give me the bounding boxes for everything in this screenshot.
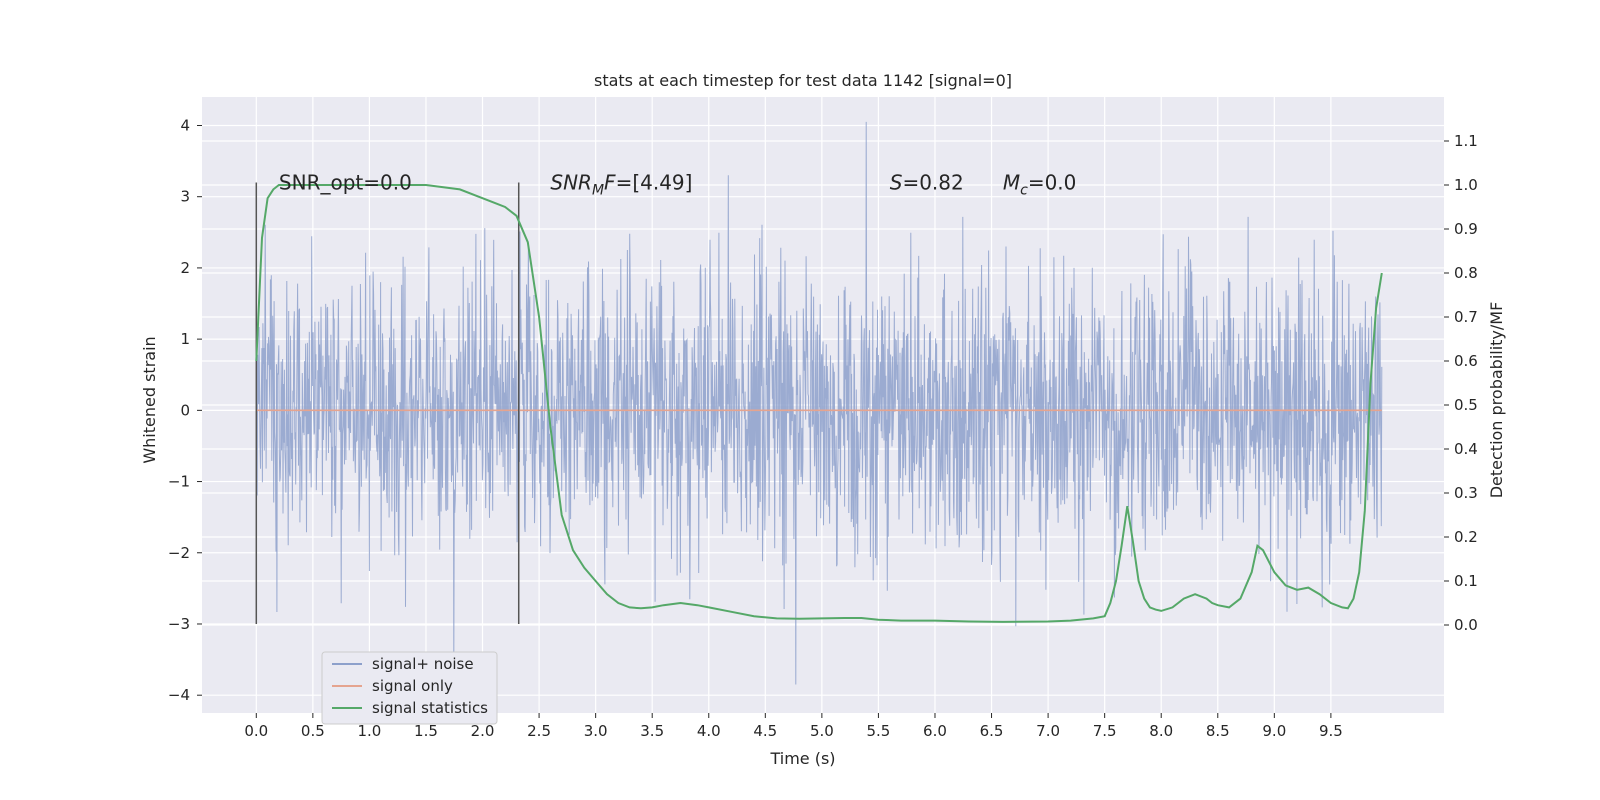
y-tick-label-1: −3 — [168, 615, 190, 633]
x-tick-label-17: 8.5 — [1206, 722, 1230, 740]
y-tick-label-4: 0 — [180, 401, 190, 419]
x-tick-label-1: 0.5 — [301, 722, 325, 740]
x-tick-label-2: 1.0 — [357, 722, 381, 740]
y2-tick-label-3: 0.3 — [1454, 484, 1478, 502]
y-right-axis-label: Detection probability/MF — [1487, 302, 1506, 499]
x-tick-label-12: 6.0 — [923, 722, 947, 740]
annotation-2: S=0.82 — [890, 170, 964, 194]
y-tick-label-7: 3 — [180, 188, 190, 206]
x-tick-label-9: 4.5 — [753, 722, 777, 740]
x-tick-label-14: 7.0 — [1036, 722, 1060, 740]
x-tick-label-0: 0.0 — [244, 722, 268, 740]
y-tick-label-5: 1 — [180, 330, 190, 348]
annotation-3: Mc=0.0 — [1003, 170, 1077, 198]
y2-tick-label-4: 0.4 — [1454, 440, 1478, 458]
y2-tick-label-8: 0.8 — [1454, 264, 1478, 282]
x-tick-label-13: 6.5 — [980, 722, 1004, 740]
x-tick-label-11: 5.5 — [866, 722, 890, 740]
x-tick-label-5: 2.5 — [527, 722, 551, 740]
y2-tick-label-10: 1.0 — [1454, 176, 1478, 194]
signal-noise-series — [255, 121, 1383, 685]
y2-tick-label-5: 0.5 — [1454, 396, 1478, 414]
chart-title: stats at each timestep for test data 114… — [594, 71, 1012, 90]
legend: signal+ noise signal only signal statist… — [321, 651, 498, 725]
legend-frame — [321, 651, 498, 725]
x-tick-label-10: 5.0 — [810, 722, 834, 740]
legend-label-signal-only: signal only — [372, 677, 453, 695]
x-tick-label-15: 7.5 — [1093, 722, 1117, 740]
x-tick-label-8: 4.0 — [697, 722, 721, 740]
y2-tick-label-0: 0.0 — [1454, 616, 1478, 634]
signal-statistics-line — [255, 184, 1383, 623]
y2-tick-label-7: 0.7 — [1454, 308, 1478, 326]
x-tick-label-16: 8.0 — [1149, 722, 1173, 740]
signal-statistics-series — [255, 184, 1383, 623]
x-tick-label-18: 9.0 — [1262, 722, 1286, 740]
x-tick-label-3: 1.5 — [414, 722, 438, 740]
x-tick-label-6: 3.0 — [584, 722, 608, 740]
y-tick-label-2: −2 — [168, 544, 190, 562]
legend-label-signal-noise: signal+ noise — [372, 655, 474, 673]
y-tick-label-3: −1 — [168, 473, 190, 491]
annotations: SNR_opt=0.0 SNRMF=[4.49] S=0.82 Mc=0.0 — [279, 170, 1076, 198]
y-right-axis-ticks: 0.0 0.1 0.2 0.3 0.4 0.5 0.6 0.7 0.8 0.9 1.0 1.1 — [1444, 132, 1478, 634]
annotation-1: SNRMF=[4.49] — [550, 170, 692, 198]
y2-tick-label-1: 0.1 — [1454, 572, 1478, 590]
y-axis-ticks: −4 −3 −2 −1 0 1 2 3 4 — [168, 116, 202, 704]
legend-label-signal-statistics: signal statistics — [372, 699, 488, 717]
x-axis-label: Time (s) — [769, 749, 835, 768]
y2-tick-label-9: 0.9 — [1454, 220, 1478, 238]
x-tick-label-7: 3.5 — [640, 722, 664, 740]
y2-tick-label-6: 0.6 — [1454, 352, 1478, 370]
y-tick-label-6: 2 — [180, 259, 190, 277]
x-tick-label-19: 9.5 — [1319, 722, 1343, 740]
y-tick-label-8: 4 — [180, 116, 190, 134]
annotation-0: SNR_opt=0.0 — [279, 170, 412, 194]
vertical-markers — [255, 182, 520, 624]
x-tick-label-4: 2.0 — [471, 722, 495, 740]
y-axis-label: Whitened strain — [140, 336, 159, 463]
y2-tick-label-2: 0.2 — [1454, 528, 1478, 546]
signal-noise-line — [255, 121, 1383, 685]
y2-tick-label-11: 1.1 — [1454, 132, 1478, 150]
x-axis-ticks: 0.0 0.5 1.0 1.5 2.0 2.5 3.0 3.5 4.0 4.5 5.0 5.5 6.0 6… — [244, 713, 1343, 740]
y-tick-label-0: −4 — [168, 686, 190, 704]
